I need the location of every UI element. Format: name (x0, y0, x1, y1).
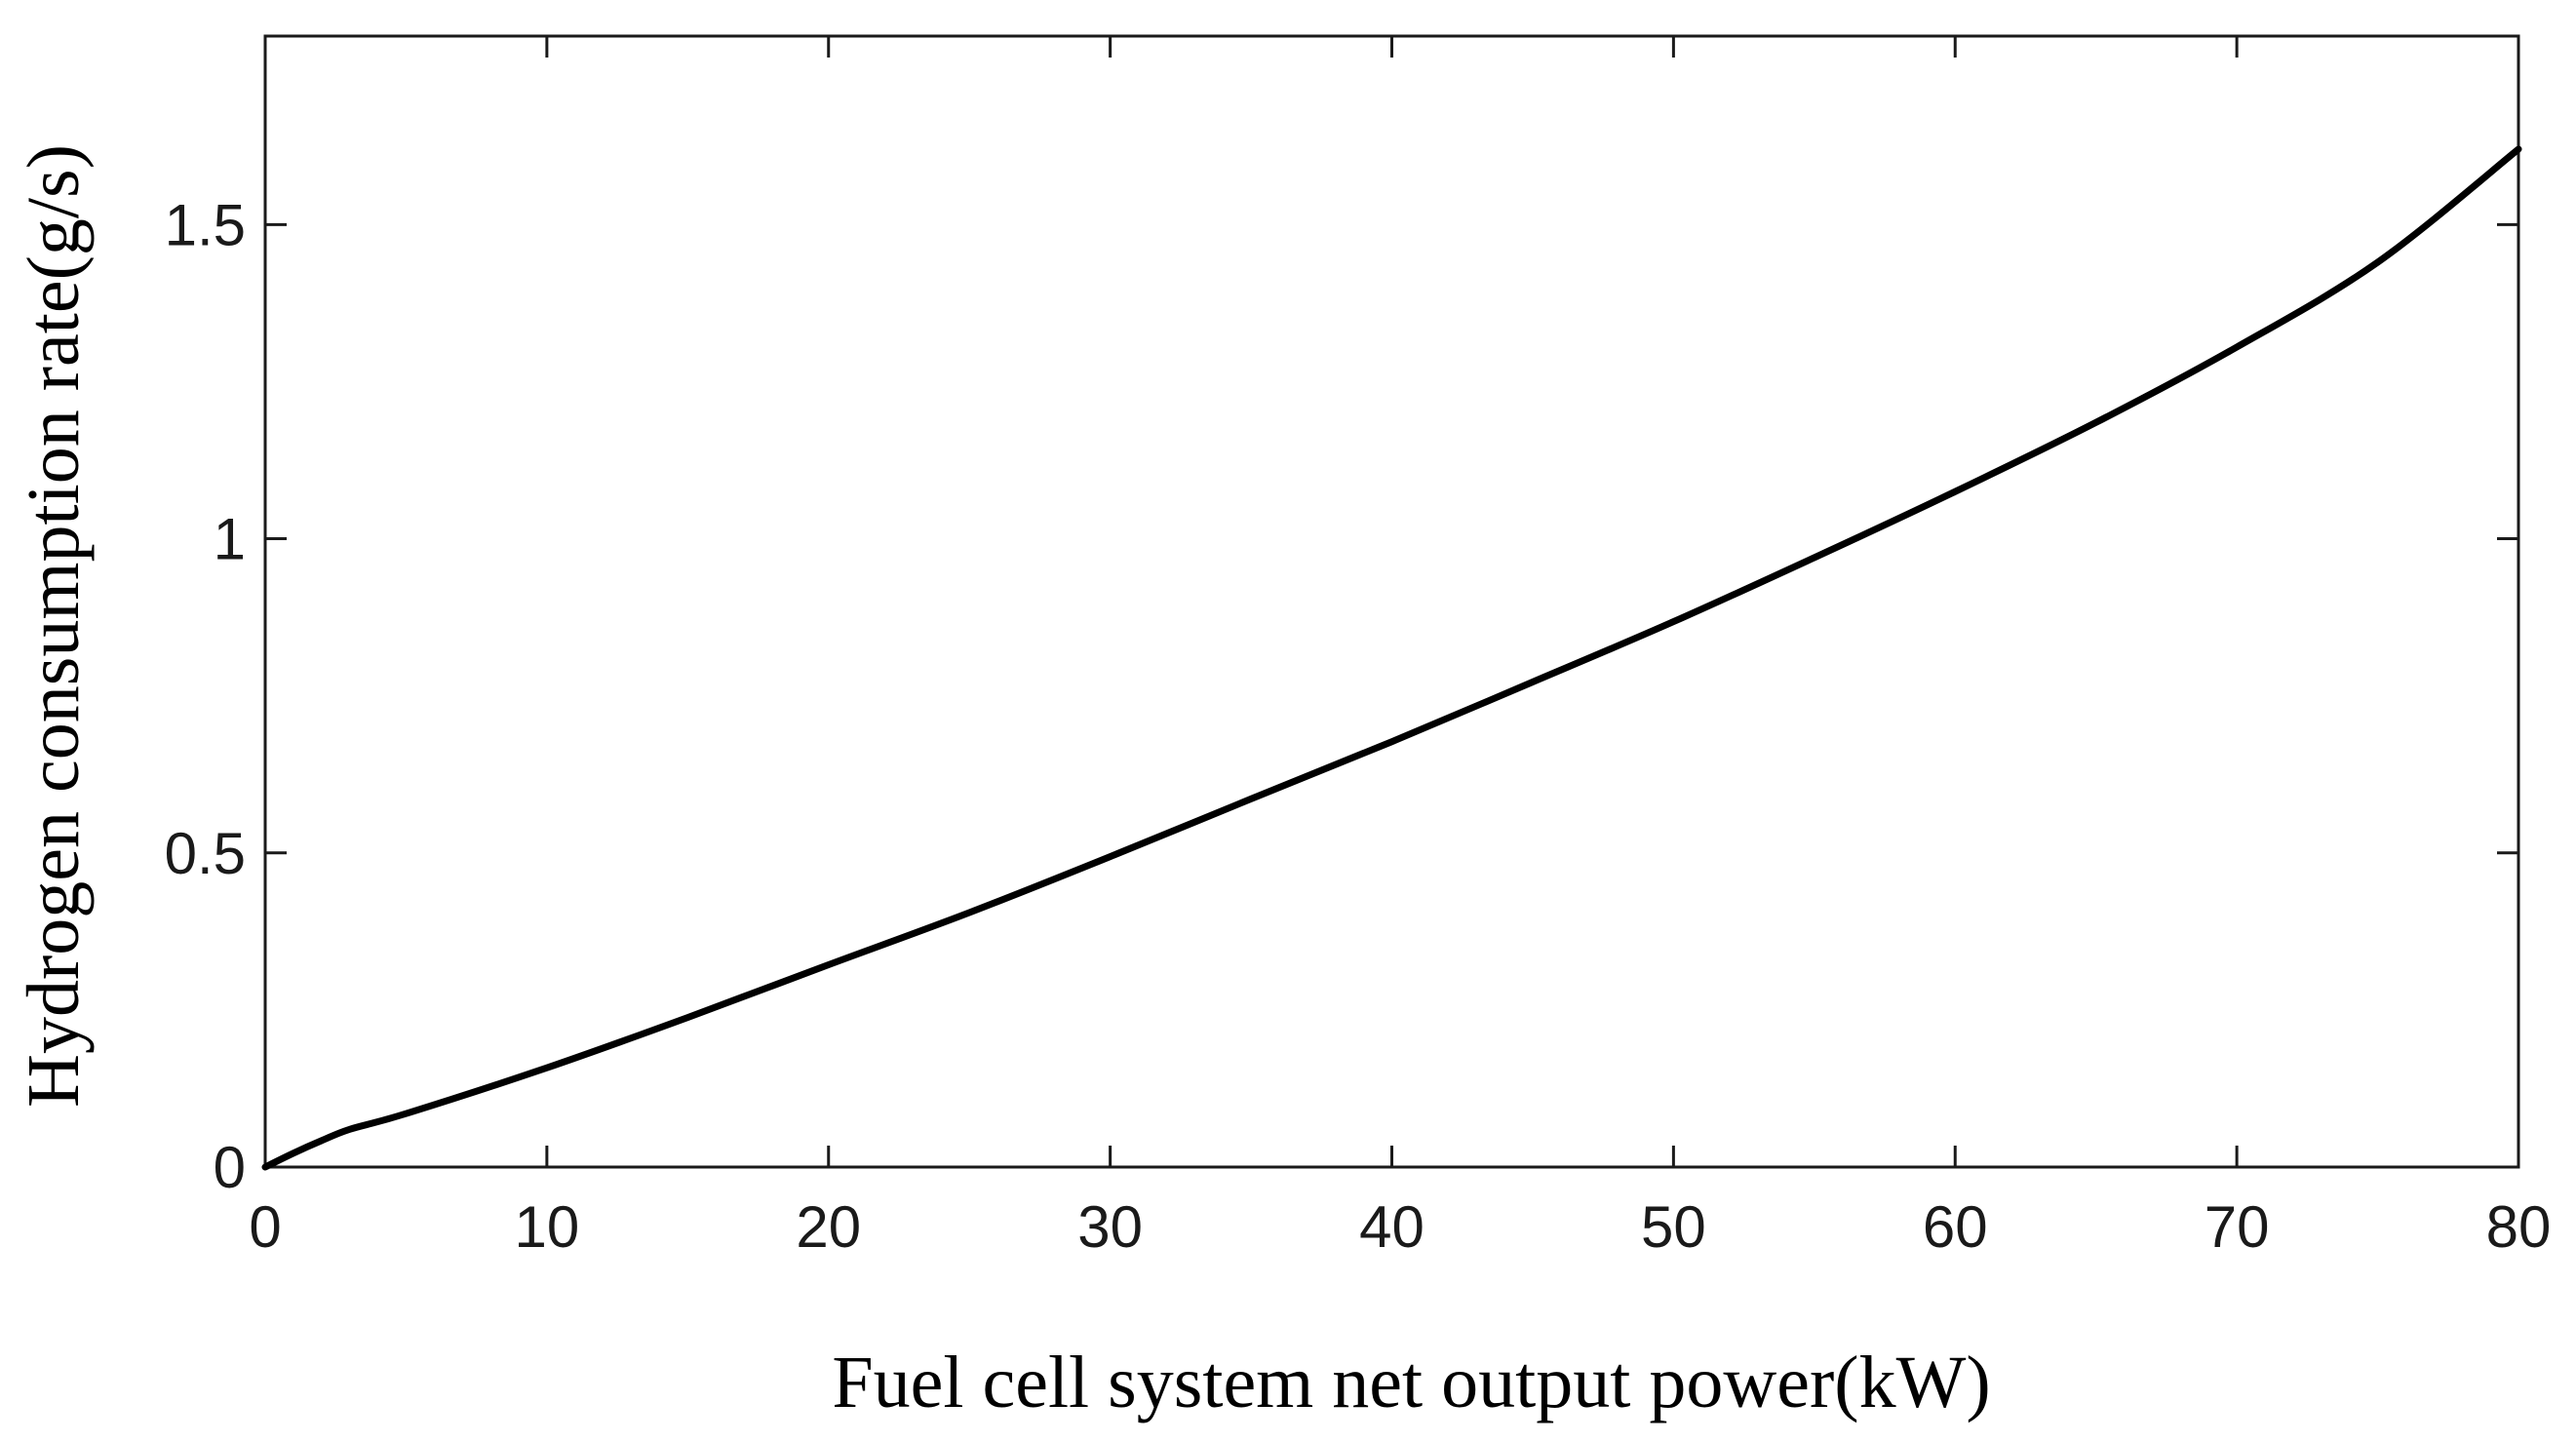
x-tick-label: 0 (249, 1194, 281, 1260)
y-tick-label: 0.5 (165, 821, 246, 886)
x-tick-label: 70 (2205, 1194, 2270, 1260)
x-axis-title: Fuel cell system net output power(kW) (832, 1342, 1990, 1423)
y-tick-label: 0 (214, 1135, 246, 1200)
x-tick-label: 20 (796, 1194, 861, 1260)
y-tick-label: 1.5 (165, 192, 246, 257)
x-tick-label: 80 (2486, 1194, 2552, 1260)
x-tick-label: 30 (1077, 1194, 1143, 1260)
x-tick-label: 50 (1641, 1194, 1706, 1260)
x-tick-labels: 0 10 20 30 40 50 60 70 80 (249, 1194, 2551, 1260)
x-tick-label: 60 (1923, 1194, 1988, 1260)
x-tick-label: 40 (1359, 1194, 1425, 1260)
axis-ticks (263, 36, 2520, 1169)
y-axis-title: Hydrogen consumption rate(g/s) (13, 144, 95, 1108)
y-tick-label: 1 (214, 507, 246, 572)
plot-frame (263, 34, 2520, 1169)
y-tick-labels: 0 0.5 1 1.5 (165, 192, 246, 1200)
series-line (261, 145, 2522, 1171)
x-tick-label: 10 (515, 1194, 580, 1260)
